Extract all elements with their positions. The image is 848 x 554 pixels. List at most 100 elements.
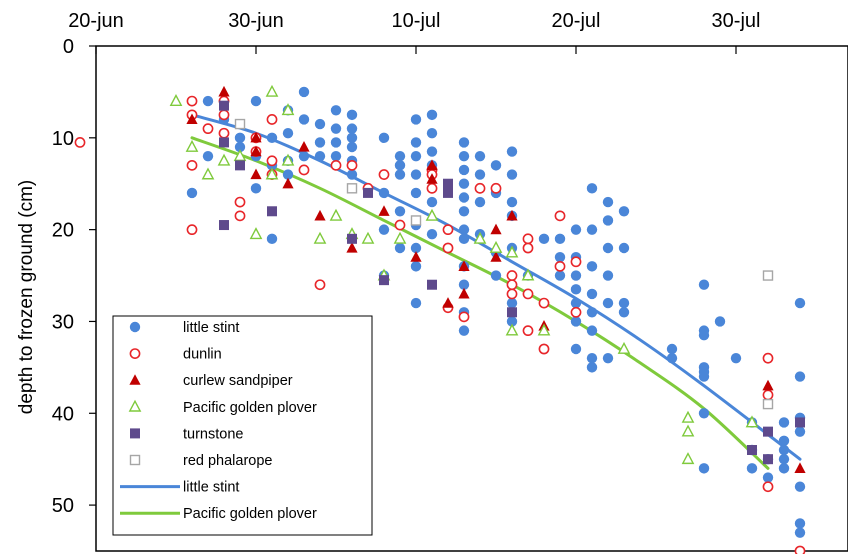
point-dunlin <box>74 137 86 148</box>
point-little-stint <box>394 242 406 254</box>
point-little-stint <box>602 270 614 281</box>
point-dunlin <box>522 325 534 337</box>
point-little-stint <box>394 169 406 180</box>
axis-ticks <box>89 45 737 506</box>
point-dunlin <box>538 343 550 355</box>
point-little-stint <box>570 270 582 281</box>
point-pacific-golden-plover <box>201 167 215 180</box>
point-little-stint <box>186 187 198 199</box>
point-little-stint <box>794 518 806 529</box>
point-little-stint <box>778 417 790 428</box>
point-curlew-sandpiper <box>490 223 502 235</box>
point-little-stint <box>794 527 806 538</box>
point-little-stint <box>378 187 390 199</box>
point-little-stint <box>202 95 214 107</box>
point-little-stint <box>330 137 342 148</box>
y-tick-label: 30 <box>52 311 74 333</box>
point-little-stint <box>586 288 598 300</box>
point-little-stint <box>426 146 438 157</box>
point-dunlin <box>202 123 214 135</box>
point-dunlin <box>266 155 278 167</box>
point-little-stint <box>474 150 486 162</box>
point-pacific-golden-plover <box>537 323 551 336</box>
point-little-stint <box>346 123 358 134</box>
point-little-stint <box>602 242 614 254</box>
point-turnstone <box>427 279 437 290</box>
point-turnstone <box>747 445 757 455</box>
point-pacific-golden-plover <box>489 240 503 253</box>
point-little-stint <box>778 435 790 447</box>
point-pacific-golden-plover <box>249 227 263 240</box>
point-little-stint <box>458 233 470 245</box>
point-red-phalarope <box>762 270 774 281</box>
point-turnstone <box>763 426 773 437</box>
point-little-stint <box>282 169 294 180</box>
point-curlew-sandpiper <box>458 287 470 299</box>
point-curlew-sandpiper <box>794 462 806 473</box>
point-little-stint <box>378 132 390 144</box>
point-turnstone <box>795 417 805 428</box>
point-little-stint <box>778 444 790 456</box>
series-turnstone <box>219 100 805 465</box>
point-curlew-sandpiper <box>506 209 518 221</box>
point-pacific-golden-plover <box>393 231 407 244</box>
point-little-stint <box>554 251 566 263</box>
point-little-stint <box>506 146 518 157</box>
point-little-stint <box>506 316 518 327</box>
y-tick-label: 50 <box>52 495 74 517</box>
x-tick-label: 10-jul <box>392 10 441 32</box>
point-curlew-sandpiper <box>282 177 294 189</box>
point-turnstone <box>443 178 453 189</box>
point-dunlin <box>522 242 534 254</box>
point-little-stint <box>570 343 582 355</box>
point-little-stint <box>410 137 422 148</box>
point-little-stint <box>794 371 806 382</box>
point-little-stint <box>458 224 470 235</box>
point-little-stint <box>794 297 806 309</box>
point-dunlin <box>458 311 470 323</box>
point-turnstone <box>443 187 453 198</box>
point-little-stint <box>458 192 470 203</box>
point-little-stint <box>250 183 262 194</box>
point-curlew-sandpiper <box>346 242 358 253</box>
legend-label: Pacific golden plover <box>183 506 317 522</box>
point-little-stint <box>234 132 246 144</box>
point-little-stint <box>506 196 518 208</box>
point-little-stint <box>554 270 566 281</box>
legend-marker-little-stint <box>129 321 141 333</box>
x-tick-label: 30-jun <box>228 10 284 32</box>
point-pacific-golden-plover <box>617 341 631 354</box>
point-dunlin <box>570 306 582 318</box>
point-dunlin <box>506 270 518 281</box>
point-pacific-golden-plover <box>265 167 279 180</box>
point-dunlin <box>762 352 774 364</box>
point-little-stint <box>410 261 422 272</box>
point-little-stint <box>666 343 678 355</box>
point-pacific-golden-plover <box>185 139 199 152</box>
point-pacific-golden-plover <box>521 268 535 281</box>
point-dunlin <box>762 481 774 493</box>
point-little-stint <box>426 229 438 240</box>
legend-label: red phalarope <box>183 453 273 469</box>
legend-marker-dunlin <box>129 348 141 359</box>
point-little-stint <box>698 330 710 341</box>
point-little-stint <box>266 132 278 144</box>
y-tick-label: 40 <box>52 403 74 425</box>
point-dunlin <box>186 95 198 107</box>
point-curlew-sandpiper <box>298 141 310 152</box>
legend-label: dunlin <box>183 347 222 363</box>
point-little-stint <box>298 150 310 162</box>
point-little-stint <box>698 408 710 419</box>
point-little-stint <box>698 279 710 290</box>
point-dunlin <box>522 233 534 245</box>
point-little-stint <box>474 169 486 180</box>
point-little-stint <box>698 371 710 382</box>
point-little-stint <box>570 224 582 235</box>
point-little-stint <box>602 196 614 208</box>
point-turnstone <box>763 454 773 465</box>
point-little-stint <box>330 123 342 134</box>
point-little-stint <box>314 118 326 130</box>
point-little-stint <box>314 150 326 162</box>
point-pacific-golden-plover <box>281 153 295 166</box>
